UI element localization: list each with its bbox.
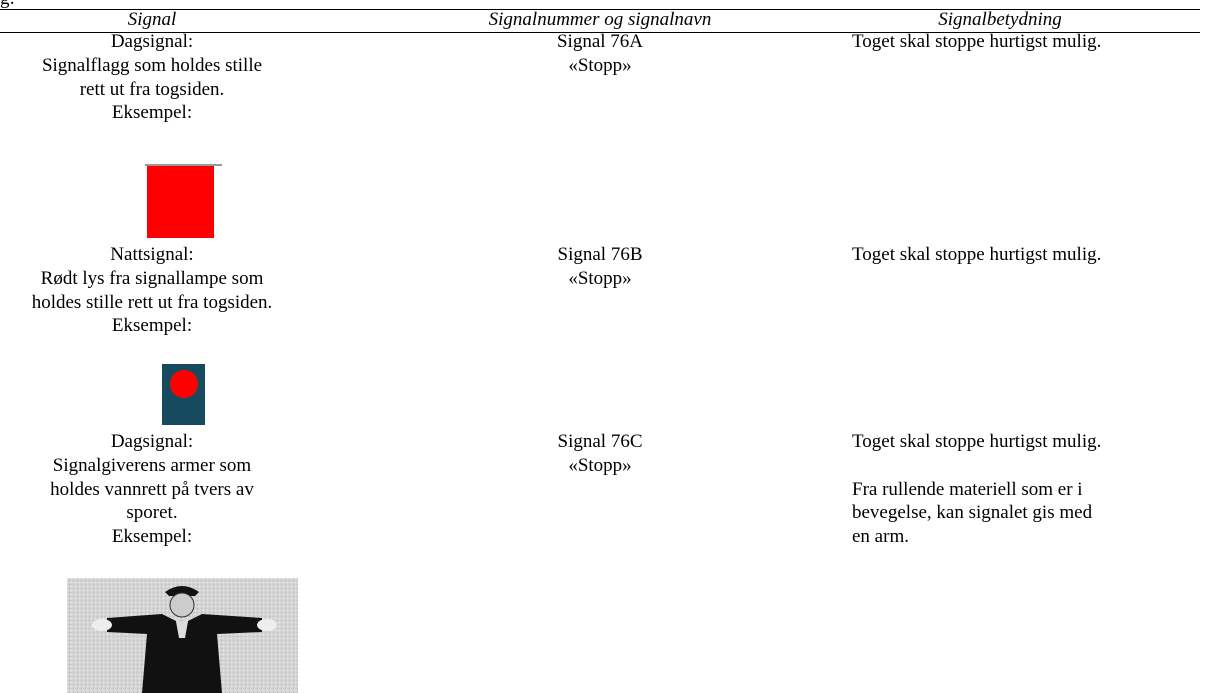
rule [0, 9, 1200, 10]
flag-image [145, 164, 222, 238]
signal-text: rett ut fra togsiden. [79, 78, 225, 100]
signal-text: Eksempel: [111, 526, 193, 548]
lamp-image [162, 364, 205, 425]
signal-meaning: Toget skal stoppe hurtigst mulig. [852, 431, 1102, 452]
signal-text: holdes stille rett ut fra togsiden. [31, 291, 273, 313]
signal-meaning: Toget skal stoppe hurtigst mulig. [852, 31, 1102, 52]
signal-number: Signal 76C [557, 431, 643, 452]
signal-number: «Stopp» [568, 454, 632, 476]
signal-text: Signalgiverens armer som [52, 454, 252, 476]
signal-text: Rødt lys fra signallampe som [40, 267, 264, 289]
column-header: Signalnummer og signalnavn [488, 9, 712, 30]
signal-text: Eksempel: [111, 102, 193, 124]
fragment: g: [0, 0, 15, 10]
rule [0, 32, 1200, 33]
column-header: Signalbetydning [938, 9, 1062, 30]
signal-meaning: Toget skal stoppe hurtigst mulig. [852, 244, 1102, 265]
signal-meaning: en arm. [852, 526, 909, 548]
signal-text: Nattsignal: [110, 244, 194, 265]
signal-number: Signal 76B [557, 244, 643, 265]
signal-text: Signalflagg som holdes stille [41, 54, 263, 76]
signal-text: holdes vannrett på tvers av [50, 478, 254, 500]
signal-number: «Stopp» [568, 54, 632, 76]
column-header: Signal [127, 9, 177, 30]
signal-number: Signal 76A [556, 31, 644, 52]
signal-text: Eksempel: [111, 315, 193, 337]
signalman-image [67, 578, 298, 693]
signal-text: sporet. [126, 502, 178, 524]
signal-text: Dagsignal: [110, 31, 194, 52]
signal-meaning: bevegelse, kan signalet gis med [852, 502, 1093, 524]
signal-text: Dagsignal: [110, 431, 194, 452]
signal-number: «Stopp» [568, 267, 632, 289]
signal-meaning: Fra rullende materiell som er i [852, 478, 1083, 500]
